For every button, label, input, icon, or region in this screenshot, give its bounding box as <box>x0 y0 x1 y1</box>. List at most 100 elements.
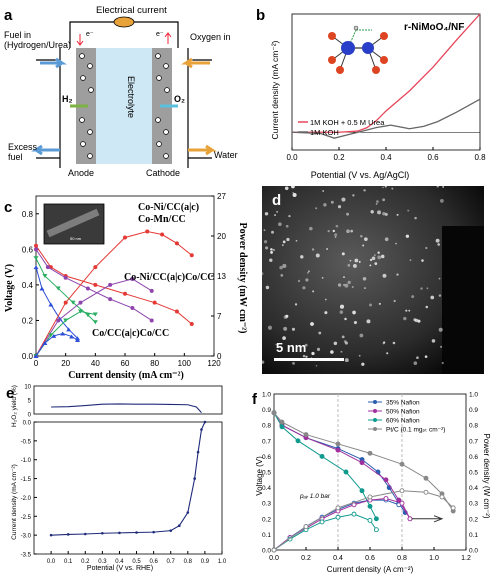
inset-scale: 50 nm <box>70 236 82 241</box>
data-point <box>407 516 413 522</box>
data-point <box>75 338 81 342</box>
data-point <box>383 496 389 501</box>
y-tick-label: 0.0 <box>22 352 34 361</box>
data-point <box>343 469 349 475</box>
series-line <box>35 278 152 357</box>
x-tick-label: 60 <box>121 359 130 368</box>
current-density-line <box>51 421 206 536</box>
y2-tick-label: 0.7 <box>469 438 478 445</box>
legend-marker <box>373 427 377 431</box>
x-tick-label: 0.1 <box>64 559 73 565</box>
data-point <box>56 318 61 323</box>
data-point <box>70 300 76 305</box>
data-point <box>399 461 405 467</box>
data-point <box>373 516 379 522</box>
data-point <box>367 494 373 500</box>
y2-tick-label: 13 <box>217 272 226 281</box>
panel-f-chart: f 0.0 0.2 0.4 0.6 0.8 1.0 1.20.0 0.00.1 0.10.2 0.… <box>252 391 491 574</box>
data-point <box>149 288 154 293</box>
legend-label: 50% Nafion <box>386 409 420 416</box>
x-axis-label: Potential (V vs. RHE) <box>87 565 153 572</box>
data-point <box>367 517 373 523</box>
data-point <box>359 460 365 466</box>
pressure-annotation: pₐᵢᵣ 1.0 bar <box>299 493 331 500</box>
data-point <box>118 531 121 535</box>
y2-tick-label: 0.0 <box>469 548 478 555</box>
panel-d-micrograph: d 5 nm <box>262 186 484 374</box>
bottom-frame <box>33 421 223 555</box>
data-point <box>399 488 405 494</box>
x-tick-label: 0.4 <box>115 559 124 565</box>
data-point <box>42 274 48 278</box>
data-point <box>295 438 301 444</box>
y-tick-label: 0.2 <box>22 316 34 325</box>
data-point <box>33 354 39 358</box>
data-point <box>335 441 341 447</box>
data-point <box>66 533 70 536</box>
y-bottom-tick-label: -3.0 <box>21 534 32 540</box>
data-point <box>152 530 155 534</box>
y-bottom-tick-label: -1.5 <box>21 477 32 483</box>
current-label: Electrical current <box>96 5 167 16</box>
x-tick-label: 0.3 <box>98 559 107 565</box>
y-axis-label: Current density (mA cm⁻²) <box>270 40 280 139</box>
series-line <box>35 257 96 323</box>
data-point <box>51 333 57 338</box>
y2-tick-label: 0.9 <box>469 407 478 414</box>
data-point <box>63 318 69 323</box>
y-axis-label: Voltage (V) <box>4 264 15 312</box>
data-point <box>367 450 373 456</box>
data-point <box>271 547 277 553</box>
data-point <box>335 505 341 511</box>
label-coni-co: Co-Ni/CC(a|c)Co/CC <box>124 272 215 283</box>
y-bottom-label: Current density (mA cm⁻²) <box>11 464 18 540</box>
fuel-in-detail: (Hydrogen/Urea) <box>4 40 71 50</box>
y-bottom-tick-label: -0.5 <box>21 439 32 445</box>
y-top-tick-label: 0 <box>28 413 32 419</box>
x-tick-label: 0.7 <box>167 559 176 565</box>
x-tick-label: 0.0 <box>269 555 279 562</box>
data-point <box>48 333 54 338</box>
x-axis-label: Potential (V vs. Ag/AgCl) <box>311 170 410 180</box>
y2-tick-label: 0.2 <box>469 516 478 523</box>
scale-bar <box>274 358 344 361</box>
y-tick-label: 0.6 <box>262 454 271 461</box>
h2-label: H₂ <box>62 94 73 104</box>
cathode-label: Cathode <box>146 168 180 178</box>
x-tick-label: 0.6 <box>149 559 158 565</box>
data-point <box>351 511 357 517</box>
water-label: Water <box>214 150 238 160</box>
data-point <box>123 235 127 240</box>
data-point <box>49 533 53 537</box>
legend-urea: 1M KOH + 0.5 M Urea <box>310 118 385 127</box>
legend-marker <box>373 409 377 413</box>
data-point <box>189 322 194 326</box>
x-axis-label: Current density (A cm⁻²) <box>327 565 414 574</box>
electrolyte-label: Electrolyte <box>126 76 136 118</box>
data-point <box>423 475 429 481</box>
plot-frame <box>273 393 467 551</box>
x-tick-label: 0.4 <box>380 153 392 162</box>
x-tick-label: 0.2 <box>81 559 90 565</box>
data-point <box>108 297 113 302</box>
chart-title: r-NiMoO₄/NF <box>404 22 464 33</box>
data-point <box>177 524 181 528</box>
y-tick-label: 0.4 <box>22 281 34 290</box>
data-point <box>93 265 98 270</box>
legend-label: 35% Nafion <box>386 400 420 407</box>
x-tick-label: 120 <box>207 359 221 368</box>
y2-axis-label: Power density (W cm⁻²) <box>482 433 491 518</box>
data-point <box>69 334 75 339</box>
anode-label: Anode <box>68 168 94 178</box>
y2-tick-label: 1.0 <box>469 392 478 399</box>
y-top-label: H₂O₂ yield (%) <box>11 385 18 427</box>
data-point <box>160 232 165 237</box>
data-point <box>279 419 285 425</box>
x-tick-label: 1.0 <box>429 555 439 562</box>
data-point <box>108 282 113 287</box>
data-point <box>85 286 90 291</box>
data-point <box>169 529 173 532</box>
data-point <box>123 291 127 296</box>
data-point <box>335 514 341 520</box>
y-tick-label: 0.2 <box>262 516 271 523</box>
